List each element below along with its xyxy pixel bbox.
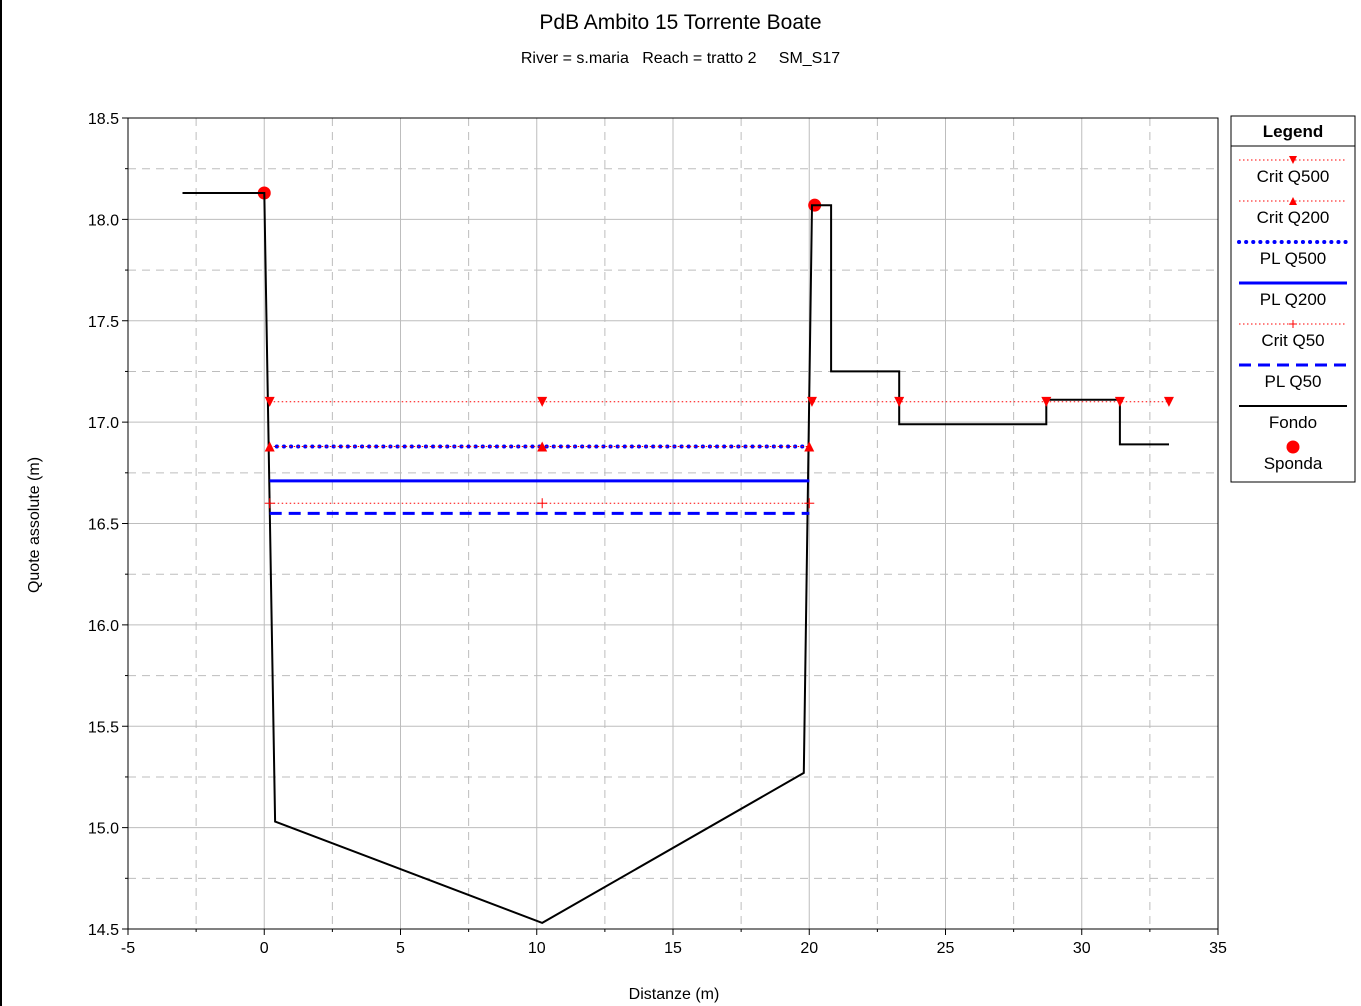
legend-title: Legend bbox=[1263, 122, 1323, 141]
grid bbox=[128, 118, 1218, 929]
legend-marker-crit-q200 bbox=[1289, 197, 1297, 205]
x-tick-label: 0 bbox=[260, 940, 269, 957]
y-tick-label: 16.5 bbox=[88, 517, 119, 534]
legend-marker-crit-q500 bbox=[1289, 156, 1297, 164]
series-marker-crit-q200 bbox=[804, 441, 815, 452]
series-marker-crit-q500 bbox=[894, 396, 905, 407]
x-axis-label: Distanze (m) bbox=[629, 986, 720, 1003]
chart-title: PdB Ambito 15 Torrente Boate bbox=[539, 11, 822, 34]
legend-label-crit-q50: Crit Q50 bbox=[1261, 331, 1324, 350]
series-marker-crit-q500 bbox=[1041, 396, 1052, 407]
y-tick-label: 18.5 bbox=[88, 111, 119, 128]
data-layer bbox=[182, 186, 1174, 925]
legend-label-pl-q50: PL Q50 bbox=[1264, 372, 1321, 391]
series-marker-crit-q200 bbox=[537, 441, 548, 452]
legend-label-crit-q500: Crit Q500 bbox=[1257, 167, 1330, 186]
y-tick-label: 16.0 bbox=[88, 618, 119, 635]
left-border bbox=[0, 0, 2, 1006]
y-tick-label: 17.5 bbox=[88, 314, 119, 331]
subtitle-section: SM_S17 bbox=[778, 50, 841, 67]
series-marker-crit-q500 bbox=[537, 396, 548, 407]
series-marker-crit-q500 bbox=[1114, 396, 1125, 407]
x-tick-label: 5 bbox=[396, 940, 405, 957]
x-tick-label: 15 bbox=[664, 940, 682, 957]
series-fondo bbox=[182, 192, 1169, 925]
series-marker-crit-q500 bbox=[806, 396, 817, 407]
subtitle-reach: Reach = tratto 2 bbox=[642, 50, 757, 67]
x-tick-label: -5 bbox=[121, 940, 135, 957]
x-tick-label: 30 bbox=[1073, 940, 1091, 957]
chart-subtitle: River = s.maria Reach = tratto 2 SM_S17 bbox=[0, 50, 1361, 68]
x-tick-label: 25 bbox=[937, 940, 955, 957]
series-crit-q50 bbox=[264, 498, 815, 509]
series-marker-crit-q500 bbox=[1163, 396, 1174, 407]
legend-label-sponda: Sponda bbox=[1264, 454, 1323, 473]
series-line-fondo bbox=[182, 192, 1169, 925]
series-crit-q500 bbox=[264, 396, 1174, 407]
x-tick-label: 10 bbox=[528, 940, 546, 957]
series-marker-crit-q500 bbox=[264, 396, 275, 407]
y-axis-label: Quote assolute (m) bbox=[26, 457, 43, 593]
legend-label-pl-q500: PL Q500 bbox=[1260, 249, 1326, 268]
x-tick-label: 35 bbox=[1209, 940, 1227, 957]
y-tick-label: 17.0 bbox=[88, 415, 119, 432]
legend-label-crit-q200: Crit Q200 bbox=[1257, 208, 1330, 227]
legend-marker-sponda bbox=[1286, 440, 1300, 454]
legend: Legend Crit Q500 Crit Q200 PL Q500 PL Q200 Cr… bbox=[1230, 115, 1356, 483]
x-tick-label: 20 bbox=[800, 940, 818, 957]
legend-label-pl-q200: PL Q200 bbox=[1260, 290, 1326, 309]
axis-ticks: -5 0 5 10 15 20 25 30 35 14.5 15.0 15.5 16.0 16.5 17.0… bbox=[88, 111, 1227, 957]
y-tick-label: 14.5 bbox=[88, 922, 119, 939]
subtitle-river: River = s.maria bbox=[520, 50, 629, 67]
series-crit-q200 bbox=[264, 441, 815, 452]
legend-box bbox=[1230, 115, 1356, 483]
y-tick-label: 18.0 bbox=[88, 212, 119, 229]
y-tick-label: 15.0 bbox=[88, 821, 119, 838]
series-marker-crit-q200 bbox=[264, 441, 275, 452]
legend-label-fondo: Fondo bbox=[1269, 413, 1317, 432]
y-tick-label: 15.5 bbox=[88, 719, 119, 736]
series-sponda bbox=[257, 186, 822, 212]
